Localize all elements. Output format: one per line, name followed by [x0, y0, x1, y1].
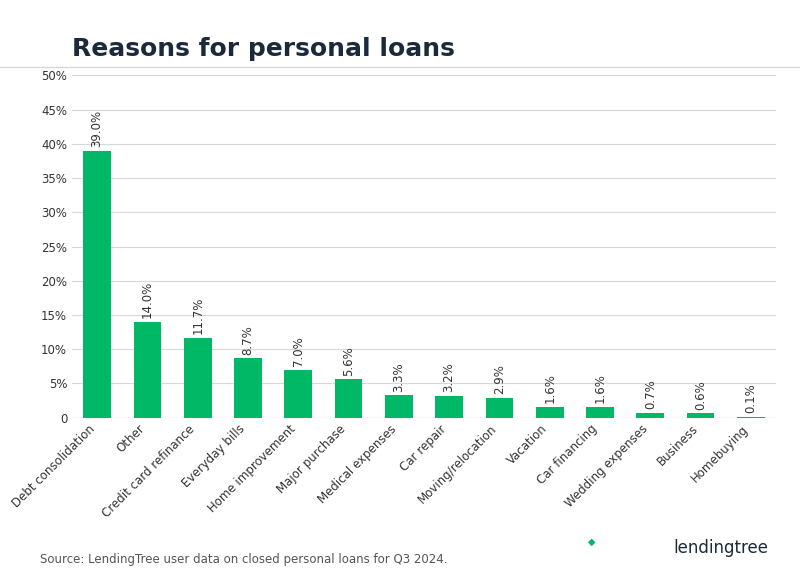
Text: 0.7%: 0.7% — [644, 380, 657, 409]
Text: 5.6%: 5.6% — [342, 346, 355, 376]
Text: 14.0%: 14.0% — [141, 281, 154, 318]
Bar — [536, 407, 563, 418]
Bar — [184, 338, 211, 418]
Text: 1.6%: 1.6% — [543, 374, 556, 403]
Text: 8.7%: 8.7% — [242, 325, 254, 354]
Text: lendingtree: lendingtree — [673, 539, 768, 557]
Text: 39.0%: 39.0% — [90, 110, 104, 147]
Bar — [334, 379, 362, 418]
Text: 11.7%: 11.7% — [191, 297, 204, 334]
Text: 3.3%: 3.3% — [392, 362, 406, 392]
Text: 7.0%: 7.0% — [292, 336, 305, 367]
Text: 2.9%: 2.9% — [493, 364, 506, 394]
Text: 0.1%: 0.1% — [744, 384, 758, 414]
Bar — [586, 407, 614, 418]
Bar — [285, 369, 312, 418]
Bar — [686, 414, 714, 418]
Text: 3.2%: 3.2% — [442, 362, 456, 392]
Bar — [134, 322, 162, 418]
Text: Source: LendingTree user data on closed personal loans for Q3 2024.: Source: LendingTree user data on closed … — [40, 553, 447, 566]
Bar — [486, 398, 514, 418]
Bar — [737, 417, 765, 418]
Bar — [385, 395, 413, 418]
Text: Reasons for personal loans: Reasons for personal loans — [72, 37, 455, 61]
Bar — [83, 151, 111, 418]
Bar — [435, 396, 463, 418]
Text: 0.6%: 0.6% — [694, 380, 707, 410]
Bar — [234, 358, 262, 418]
Text: 1.6%: 1.6% — [594, 374, 606, 403]
Bar — [637, 413, 664, 418]
Text: ◆: ◆ — [588, 536, 595, 546]
